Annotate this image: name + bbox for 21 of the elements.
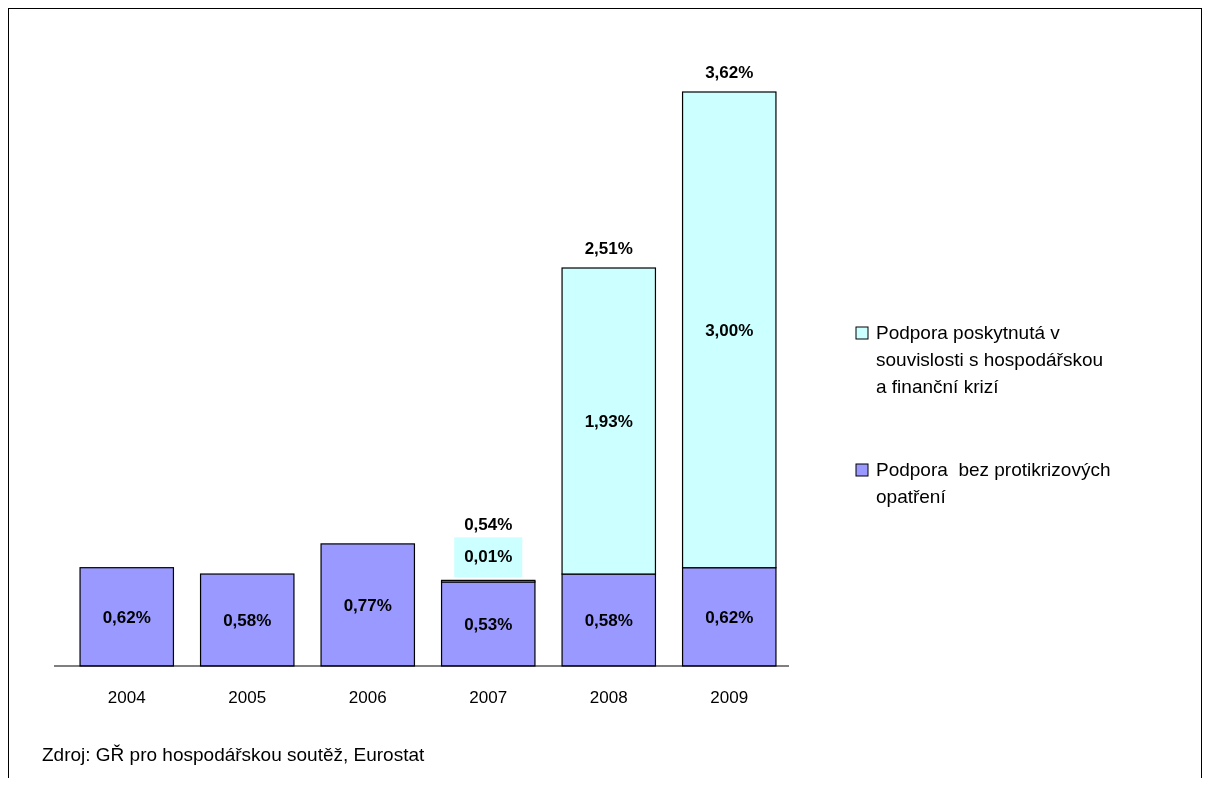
data-label: 1,93% [584,412,633,432]
total-label: 3,62% [705,63,754,82]
text: Zdroj: GŘ pro hospodářskou soutěž, Eurostat [42,744,426,765]
data-label: 0,58% [584,611,633,631]
total-label: 2,51% [584,239,633,259]
x-tick-label: 2009 [710,688,749,707]
data-label: 0,77% [343,595,392,615]
data-label: 0,53% [464,614,513,634]
data-label: 3,00% [705,320,754,340]
total-label: 0,54% [464,515,513,535]
data-label: 0,62% [705,607,754,627]
data-label: 0,01% [464,547,513,567]
x-tick-label: 2007 [469,688,508,707]
legend-label: Podpora poskytnutá v souvislosti s hospodářskou a finanční krizí [876,322,1104,397]
x-tick-label: 2008 [589,688,628,707]
data-label: 0,62% [102,607,151,627]
legend-label: Podpora bez protikrizových opatření [876,459,1111,507]
data-label: 0,58% [223,611,272,631]
x-tick-label: 2006 [348,688,387,707]
x-tick-label: 2004 [107,688,146,707]
x-tick-label: 2005 [228,688,267,707]
